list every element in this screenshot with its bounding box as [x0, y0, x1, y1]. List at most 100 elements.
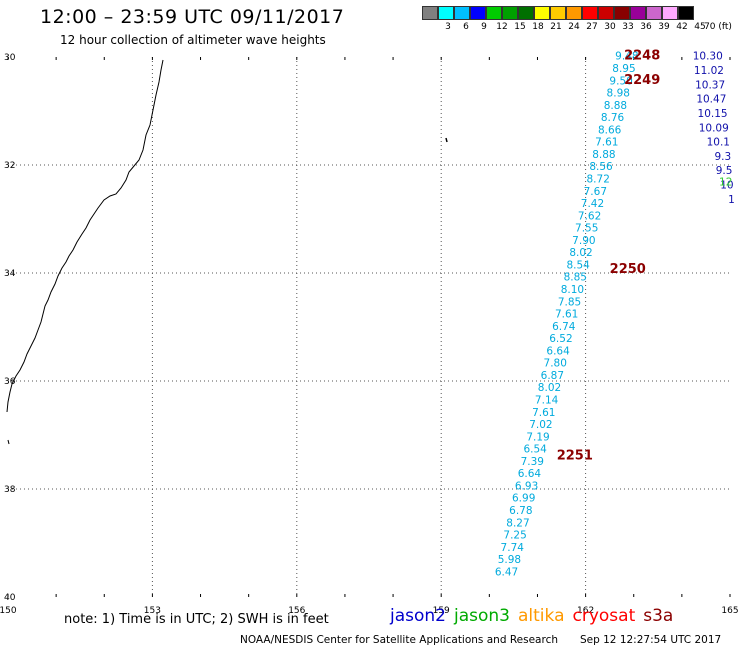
- wave-height-value: 10.47: [696, 94, 726, 106]
- color-scale-label: 24: [568, 22, 580, 32]
- color-swatch: [598, 6, 614, 20]
- wave-height-value: 6.87: [541, 370, 564, 382]
- wave-height-value: 10.15: [698, 108, 728, 120]
- wave-height-value: 7.25: [503, 530, 526, 542]
- color-swatch: [502, 6, 518, 20]
- color-swatch: [662, 6, 678, 20]
- color-swatch: [582, 6, 598, 20]
- y-tick-label: 36: [4, 377, 16, 387]
- x-tick-label: 153: [144, 606, 161, 616]
- x-tick-label: 156: [288, 606, 305, 616]
- mission-cryosat: cryosat: [572, 606, 636, 626]
- wave-height-value: 8.10: [561, 284, 584, 296]
- y-tick-label: 40: [4, 593, 16, 603]
- color-swatch: [422, 6, 438, 20]
- wave-height-value: 7.80: [544, 358, 567, 370]
- wave-height-value: 8.95: [612, 63, 635, 75]
- color-swatch: [614, 6, 630, 20]
- wave-height-value: 8.02: [569, 247, 592, 259]
- wave-height-value: 6.52: [549, 333, 572, 345]
- wave-height-value: 7.19: [526, 431, 549, 443]
- color-scale-label: 18: [532, 22, 544, 32]
- wave-height-value: 7.61: [555, 309, 578, 321]
- mission-jason2: jason2: [390, 606, 446, 626]
- color-scale-legend: 3 6 9 12 15 18 21 24 27 30 33 36 39 42 45 70 (ft): [422, 6, 740, 32]
- color-scale-label: 27: [586, 22, 598, 32]
- y-tick-label: 32: [4, 161, 15, 171]
- color-swatch: [678, 6, 694, 20]
- color-scale-label: 30: [604, 22, 616, 32]
- pass-time-label: 2251: [557, 448, 593, 463]
- wave-height-value: 8.85: [564, 272, 587, 284]
- mission-s3a: s3a: [643, 606, 674, 626]
- color-swatch: [630, 6, 646, 20]
- wave-height-value: 9.3: [715, 151, 732, 163]
- color-scale-swatches: [422, 6, 740, 20]
- wave-height-value: 6.64: [518, 468, 542, 480]
- wave-height-value: 6.47: [495, 566, 518, 578]
- wave-height-value: 8.54: [566, 259, 590, 271]
- footer-note: note: 1) Time is in UTC; 2) SWH is in fe…: [64, 612, 329, 627]
- wave-height-value: 7.74: [501, 542, 525, 554]
- mission-jason3: jason3: [454, 606, 510, 626]
- color-scale-labels: 3 6 9 12 15 18 21 24 27 30 33 36 39 42 45 70 (ft): [422, 20, 740, 32]
- wave-height-value: 8.02: [538, 382, 561, 394]
- wave-height-value: 6.93: [515, 480, 538, 492]
- wave-height-value: 7.42: [581, 198, 604, 210]
- page-subtitle: 12 hour collection of altimeter wave hei…: [60, 33, 326, 47]
- wave-height-value: 7.14: [535, 395, 559, 407]
- wave-height-value: 6.99: [512, 493, 535, 505]
- color-scale-label: 33: [622, 22, 634, 32]
- wave-height-value: 8.88: [604, 100, 627, 112]
- color-scale-label: 39: [658, 22, 670, 32]
- color-scale-label: 6: [463, 22, 469, 32]
- color-swatch: [486, 6, 502, 20]
- wave-height-value: 9.5: [716, 165, 733, 177]
- wave-height-value: 12: [719, 177, 732, 189]
- wave-height-labels: 9.488.959.508.988.888.768.667.618.888.56…: [495, 49, 735, 579]
- wave-height-value: 8.88: [592, 149, 615, 161]
- color-scale-label: 15: [514, 22, 526, 32]
- wave-height-value: 8.72: [587, 173, 610, 185]
- wave-height-value: 7.85: [558, 296, 581, 308]
- wave-height-value: 8.27: [506, 517, 529, 529]
- color-scale-label: 42: [676, 22, 688, 32]
- map-axes: 150 153 156 159 162 165 30 32 34 36 38 40: [0, 53, 739, 616]
- island: [445, 137, 448, 143]
- footer-credit: NOAA/NESDIS Center for Satellite Applica…: [240, 634, 558, 646]
- y-tick-label: 38: [4, 485, 16, 495]
- color-swatch: [470, 6, 486, 20]
- color-swatch: [438, 6, 454, 20]
- wave-height-value: 7.67: [584, 186, 607, 198]
- island: [7, 439, 10, 445]
- color-swatch: [454, 6, 470, 20]
- color-swatch: [550, 6, 566, 20]
- wave-height-value: 7.02: [529, 419, 552, 431]
- wave-height-value: 7.90: [572, 235, 595, 247]
- x-tick-label: 150: [0, 606, 17, 616]
- color-scale-label: 12: [496, 22, 508, 32]
- wave-height-value: 8.56: [589, 161, 613, 173]
- pass-time-label: 2248: [624, 49, 660, 64]
- color-swatch: [518, 6, 534, 20]
- wave-height-value: 7.62: [578, 210, 601, 222]
- color-swatch: [566, 6, 582, 20]
- color-scale-label: 9: [481, 22, 487, 32]
- y-tick-label: 34: [4, 269, 16, 279]
- color-swatch: [534, 6, 550, 20]
- wave-height-value: 7.39: [521, 456, 544, 468]
- wave-height-value: 6.64: [546, 345, 570, 357]
- color-swatch: [646, 6, 662, 20]
- footer-timestamp: Sep 12 12:27:54 UTC 2017: [580, 634, 722, 646]
- wave-height-value: 10.37: [695, 79, 725, 91]
- pass-time-label: 2249: [624, 73, 660, 88]
- wave-height-value: 8.76: [601, 112, 625, 124]
- wave-height-value: 8.98: [607, 88, 630, 100]
- color-scale-label: 70 (ft): [704, 22, 732, 32]
- mission-legend: jason2 jason3 altika cryosat s3a: [390, 606, 681, 626]
- wave-height-value: 9.50: [609, 75, 632, 87]
- wave-height-value: 6.78: [509, 505, 532, 517]
- color-scale-label: 36: [640, 22, 652, 32]
- wave-height-value: 6.74: [552, 321, 576, 333]
